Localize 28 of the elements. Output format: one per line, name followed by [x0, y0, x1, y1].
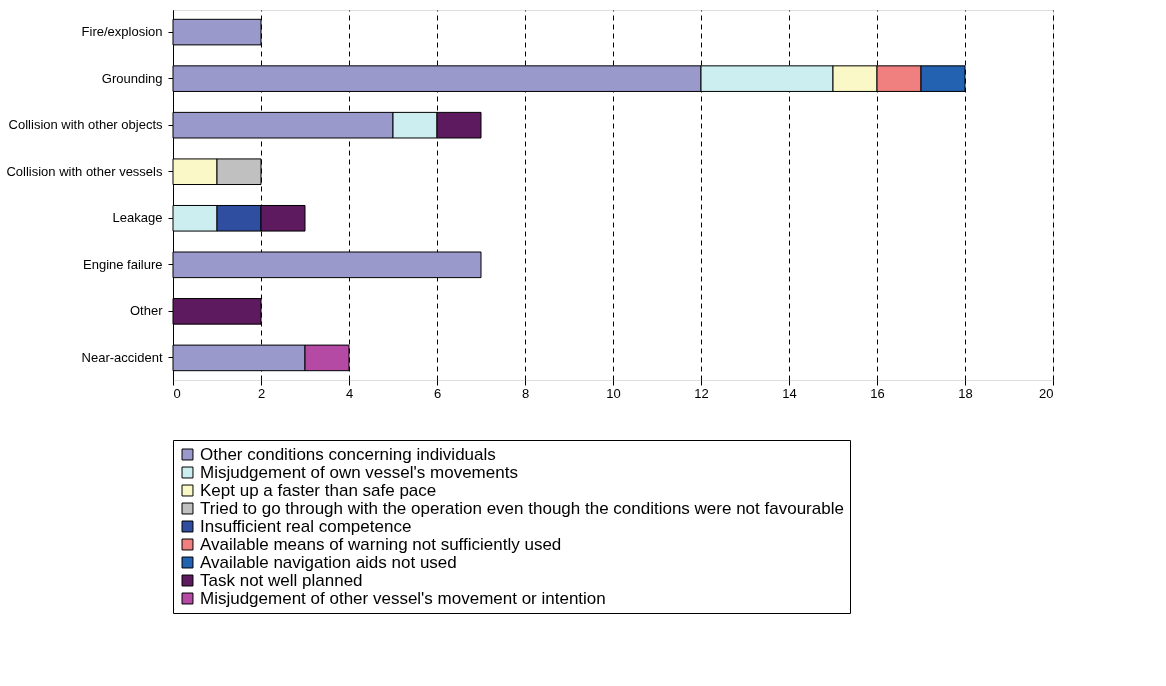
- x-tick-label: 6: [433, 385, 442, 401]
- legend-label: Other conditions concerning individuals: [200, 444, 496, 464]
- x-tick-label: 4: [345, 385, 354, 401]
- x-tick-label: 16: [870, 385, 885, 401]
- y-tick-label: Collision with other vessels: [6, 163, 163, 179]
- legend-label: Misjudgement of own vessel's movements: [200, 462, 518, 482]
- y-tick-label: Other: [129, 303, 164, 319]
- legend-label: Available navigation aids not used: [200, 552, 457, 572]
- legend-label: Task not well planned: [200, 570, 363, 590]
- legend-label: Misjudgement of other vessel's movement or intention: [200, 588, 606, 608]
- x-tick-label: 14: [782, 385, 797, 401]
- y-tick-label: Fire/explosion: [81, 24, 163, 40]
- x-tick-label: 8: [521, 385, 530, 401]
- legend-label: Insufficient real competence: [200, 516, 412, 536]
- y-tick-label: Near-accident: [81, 349, 163, 365]
- x-tick-label: 10: [606, 385, 621, 401]
- y-tick-label: Leakage: [112, 210, 163, 226]
- x-tick-label: 0: [173, 385, 181, 401]
- x-tick-label: 12: [694, 385, 709, 401]
- x-tick-label: 2: [257, 385, 266, 401]
- legend-label: Tried to go through with the operation even though the conditions were not favourable: [200, 498, 844, 518]
- y-tick-label: Collision with other objects: [8, 117, 163, 133]
- y-tick-label: Grounding: [101, 70, 163, 86]
- legend-label: Available means of warning not sufficiently used: [200, 534, 562, 554]
- legend-label: Kept up a faster than safe pace: [200, 480, 437, 500]
- y-tick-label: Engine failure: [83, 256, 163, 272]
- x-tick-label: 20: [1039, 385, 1054, 401]
- x-tick-label: 18: [958, 385, 973, 401]
